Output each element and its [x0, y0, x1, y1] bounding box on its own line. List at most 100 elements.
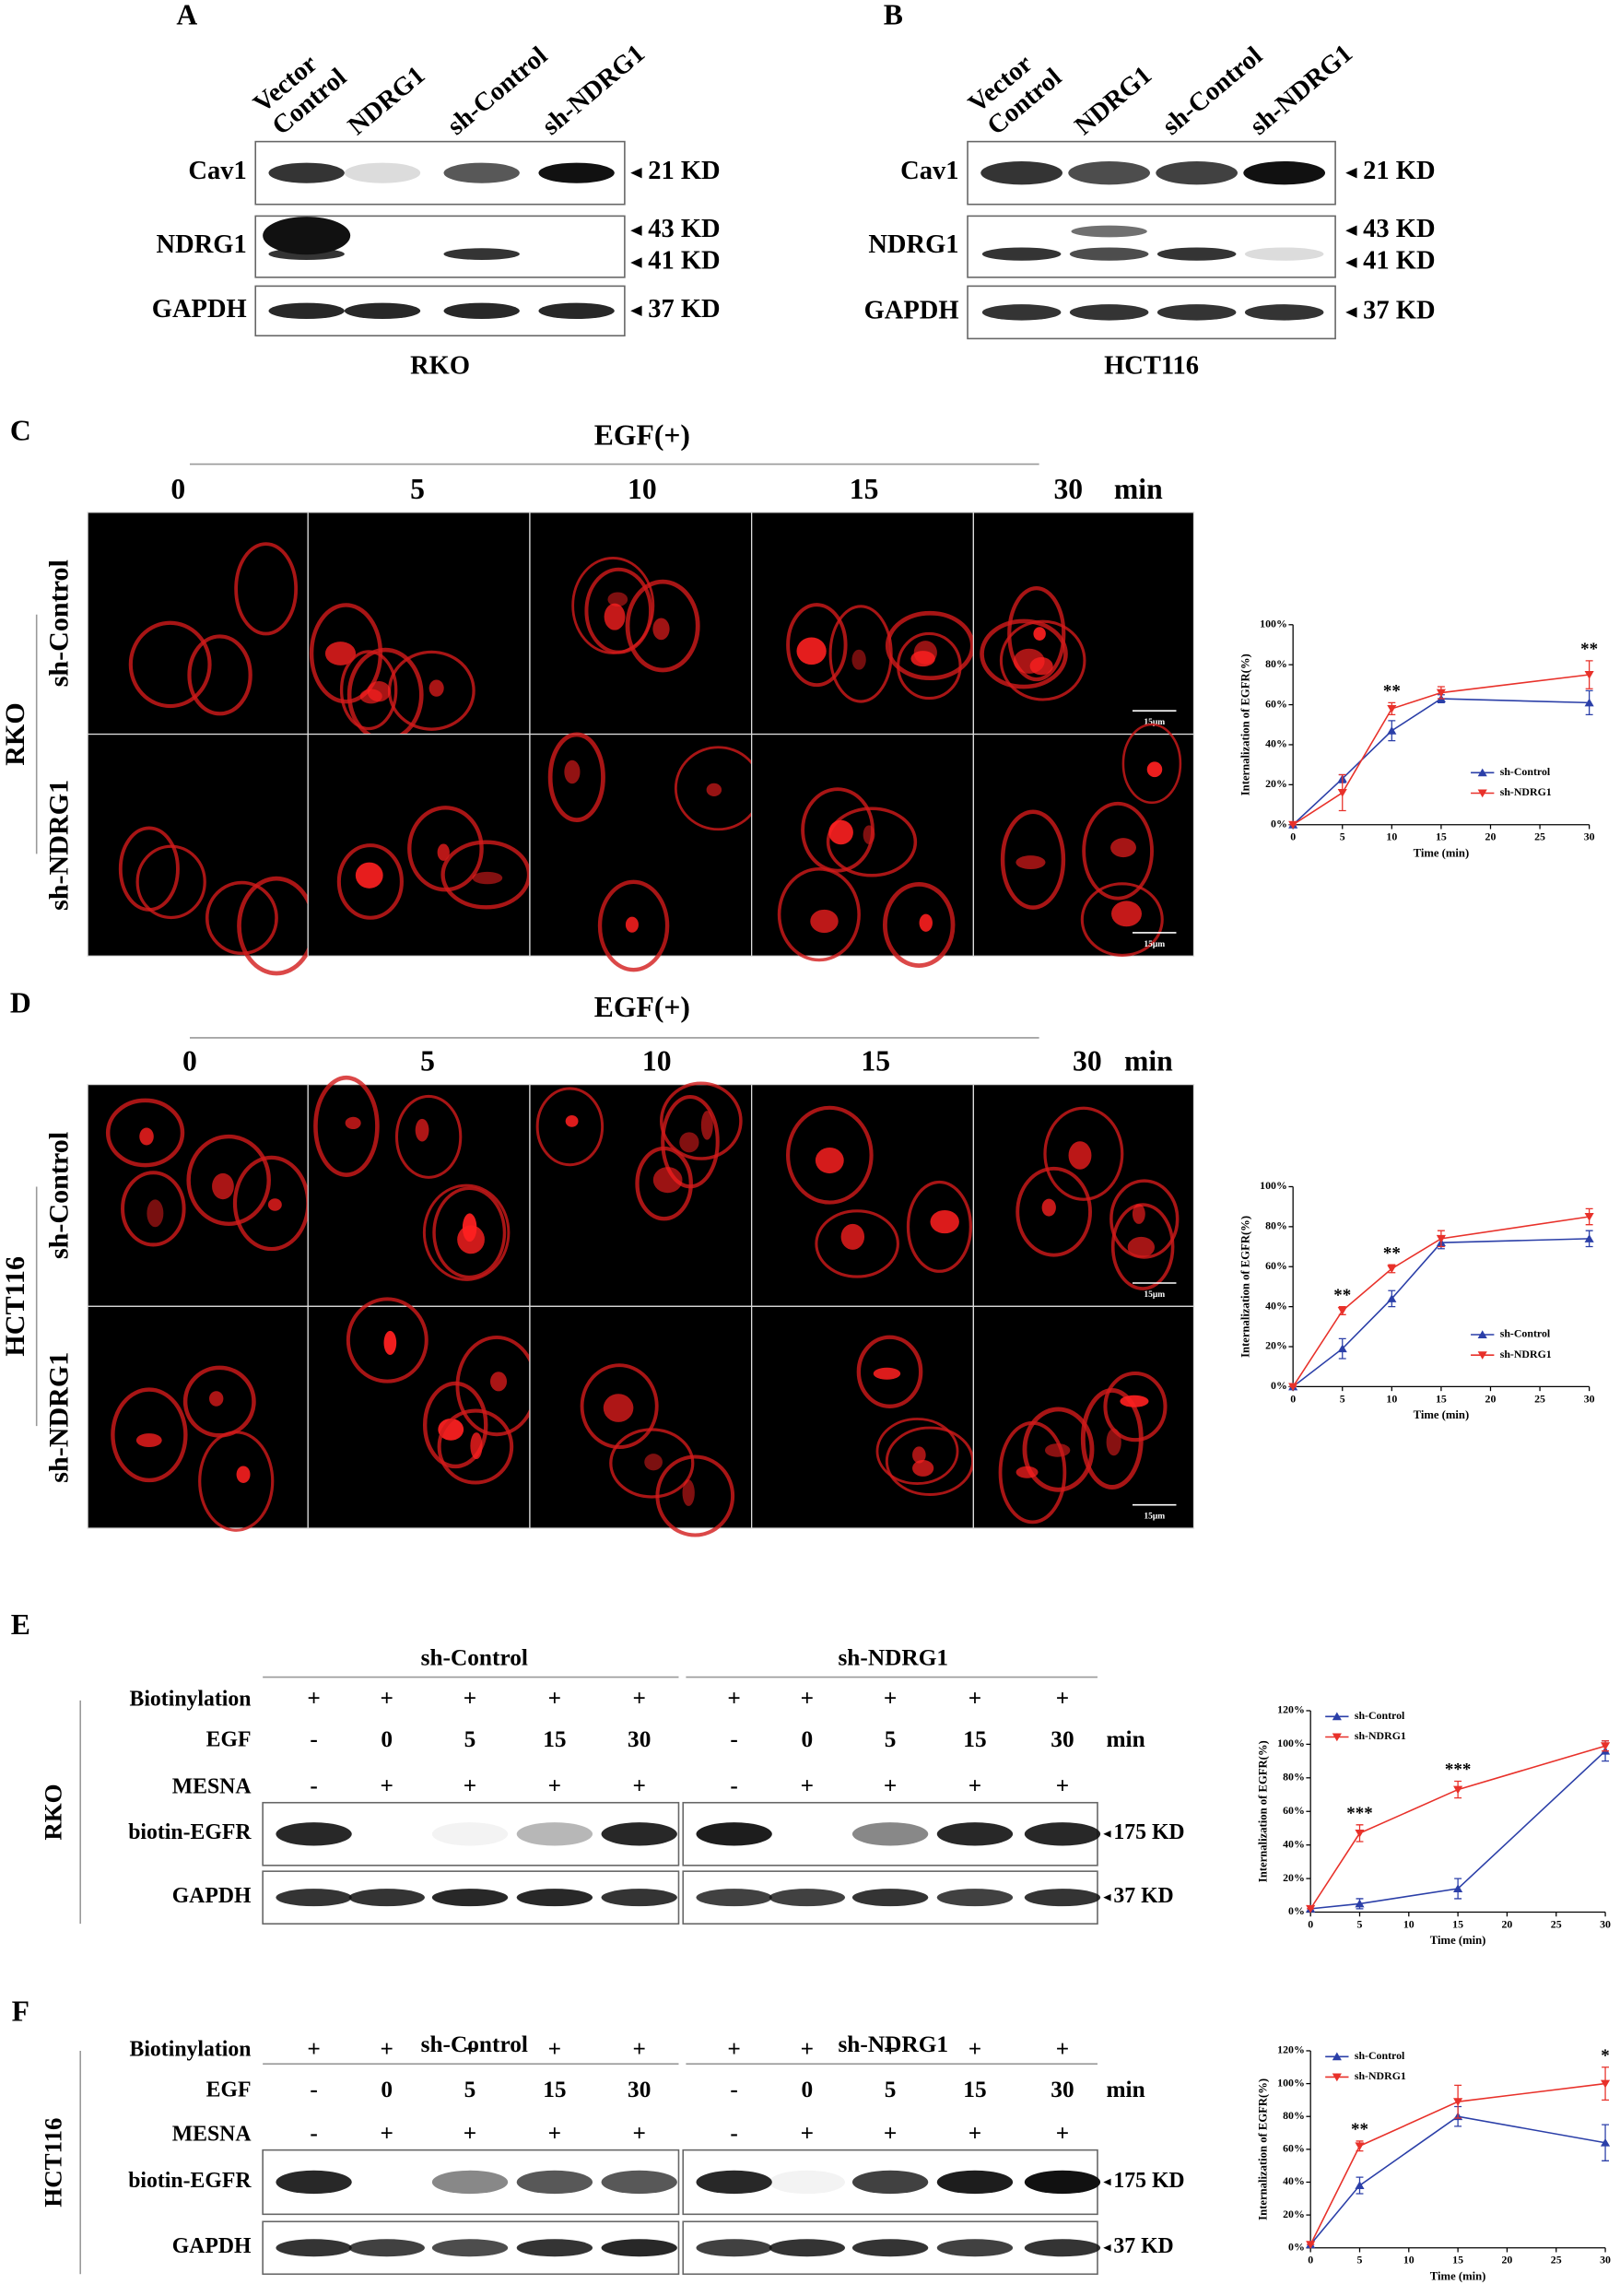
y-tick-label: 60%	[1265, 1259, 1287, 1272]
micrograph	[87, 1305, 309, 1529]
band	[936, 2170, 1014, 2195]
y-label-group: Internalization of EGFR(%)	[1256, 1740, 1269, 1882]
series-line	[1309, 2082, 1606, 2245]
cell-outline	[875, 1418, 959, 1485]
cell-outline	[186, 1134, 271, 1227]
condition-value: 30	[1051, 2077, 1074, 2102]
column-label-group: sh-Control	[442, 41, 553, 141]
y-tick-label: 0%	[1271, 817, 1287, 830]
data-point	[1337, 1344, 1347, 1353]
cell-line-group: RKO	[0, 702, 30, 766]
x-tick-label: 20	[1502, 1917, 1513, 1930]
y-tick-label: 20%	[1283, 2208, 1305, 2220]
micrograph	[307, 733, 531, 957]
data-point	[1288, 820, 1298, 830]
size-marker: 41 KD	[1363, 247, 1435, 276]
condition-value: +	[884, 1773, 897, 1799]
cell-outline	[1110, 1203, 1175, 1290]
cell-outline	[118, 826, 180, 912]
condition-value: +	[1056, 1686, 1069, 1712]
cell-outline	[597, 879, 670, 972]
vesicle	[1111, 901, 1142, 927]
x-tick-label: 0	[1308, 2254, 1313, 2267]
cell-outline	[1082, 801, 1154, 901]
data-point	[1387, 1294, 1397, 1302]
vesicle	[912, 1446, 926, 1464]
row-label: sh-Control	[43, 1132, 75, 1259]
condition-value: -	[310, 1773, 317, 1799]
vesicle	[470, 1432, 483, 1460]
time-label: 10	[628, 473, 657, 505]
time-label: 15	[861, 1045, 890, 1077]
time-label: 30	[1073, 1045, 1102, 1077]
column-label: sh-NDRG1	[537, 40, 651, 141]
x-tick-label: 20	[1485, 830, 1497, 843]
cell-outline	[313, 1075, 380, 1177]
data-point	[1355, 2142, 1365, 2151]
y-tick-label: 100%	[1260, 617, 1287, 630]
condition-value: +	[968, 1773, 981, 1799]
x-tick-label: 25	[1534, 830, 1545, 843]
blot-frame	[254, 215, 626, 278]
x-tick-label: 5	[1340, 830, 1345, 843]
condition-value: -	[730, 1773, 737, 1799]
cell-outline	[999, 619, 1086, 701]
vesicle	[1110, 838, 1136, 858]
band	[443, 248, 520, 260]
data-point	[1584, 671, 1594, 679]
band	[276, 2239, 352, 2257]
column-label: NDRG1	[343, 61, 430, 141]
condition-label: Biotinylation	[129, 1687, 251, 1711]
cell-outline	[885, 610, 975, 681]
column-label: NDRG1	[1070, 61, 1157, 141]
legend-label: sh-NDRG1	[1500, 785, 1552, 798]
time-label: 0	[182, 1045, 197, 1077]
micrograph	[307, 1305, 531, 1529]
condition-value: +	[548, 2121, 561, 2147]
vesicle	[1033, 627, 1046, 641]
condition-value: -	[730, 1726, 737, 1752]
band	[936, 1889, 1014, 1907]
significance: ***	[1445, 1760, 1472, 1780]
row-label-group: sh-NDRG1	[43, 1352, 75, 1483]
row-label-group: sh-Control	[43, 559, 75, 687]
condition-value: +	[464, 1686, 476, 1712]
time-label: 30	[1053, 473, 1083, 505]
cell-outline	[777, 866, 861, 962]
vesicle	[873, 1367, 901, 1380]
cell-outline	[547, 732, 605, 822]
panel-letter: C	[10, 415, 31, 447]
cell-outline	[786, 603, 848, 688]
y-tick-label: 100%	[1260, 1179, 1287, 1192]
treatment-label: EGF(+)	[594, 418, 690, 451]
condition-value: +	[801, 1686, 814, 1712]
y-tick-label: 0%	[1288, 1904, 1305, 1917]
vesicle	[139, 1127, 154, 1146]
vesicle	[1146, 761, 1163, 778]
marker-arrow	[630, 225, 642, 236]
vesicle	[1029, 657, 1053, 676]
condition-unit: min	[1106, 1726, 1145, 1752]
column-label: sh-NDRG1	[1245, 40, 1358, 141]
condition-value: +	[1056, 2121, 1069, 2147]
data-point	[1387, 1265, 1397, 1274]
condition-value: -	[310, 2121, 317, 2147]
legend-label: sh-NDRG1	[1355, 1729, 1406, 1742]
band	[516, 1889, 593, 1907]
vesicle	[706, 783, 722, 796]
vesicle	[796, 637, 827, 665]
size-marker: 41 KD	[648, 247, 720, 276]
data-point	[1306, 1904, 1316, 1913]
y-tick-label: 40%	[1283, 1837, 1305, 1850]
y-axis-label: Internalization of EGFR(%)	[1238, 653, 1251, 795]
row-label: GAPDH	[864, 296, 959, 324]
panel-letter: A	[176, 0, 197, 30]
condition-value: 5	[885, 2077, 897, 2102]
x-tick-label: 25	[1551, 1917, 1562, 1930]
x-tick-label: 25	[1551, 2254, 1562, 2267]
vesicle	[625, 916, 639, 933]
condition-label: MESNA	[172, 1774, 252, 1798]
cell-outline	[1121, 723, 1182, 805]
y-tick-label: 80%	[1283, 2109, 1305, 2122]
